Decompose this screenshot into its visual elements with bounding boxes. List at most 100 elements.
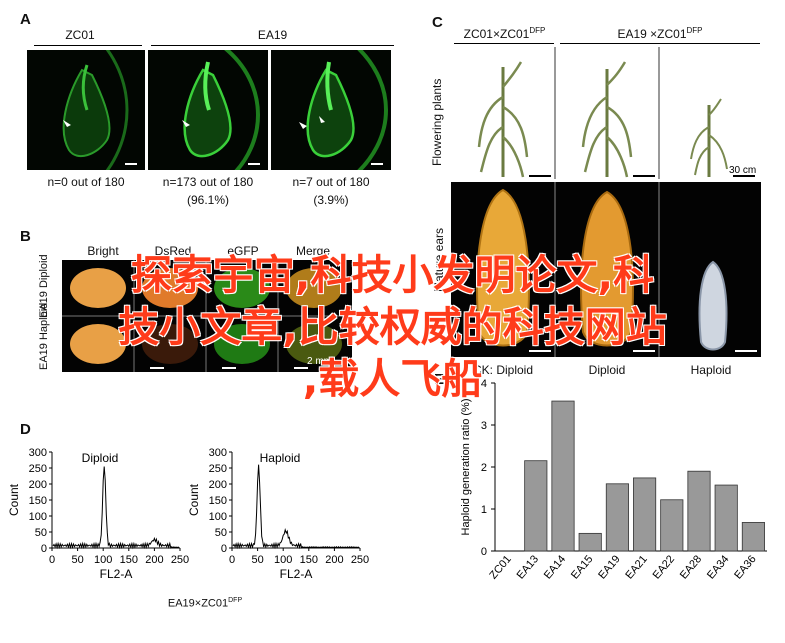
bar [605,483,629,552]
scale-label-b: 2 mm [307,356,332,367]
y-tick-label: 50 [35,527,47,539]
footer-label-d: EA19×ZC01DFP [140,597,270,610]
bar [741,522,765,552]
col-label-dsred: DsRed [154,244,192,258]
y-tick-label: 300 [29,447,47,459]
panel-label-d: D [20,421,31,438]
panel-label-a: A [20,11,31,28]
x-tick-label: EA34 [705,553,731,581]
y-tick-label: 250 [29,463,47,475]
seed-image-grid: 2 mm [62,260,352,372]
x-tick-label: 0 [229,554,235,566]
caption-c-diploid: Diploid [588,363,626,377]
scale-bar [150,367,164,369]
scale-bar [248,163,260,165]
scale-bar [294,367,308,369]
y-tick-label: 200 [29,479,47,491]
y-tick-label: 4 [481,378,487,390]
panel-label-b: B [20,228,31,245]
x-tick-label: EA21 [623,553,649,581]
group-label-zc01-dfp-sup: DFP [529,26,546,35]
x-tick-label: ZC01 [487,553,513,581]
group-label-ea19-dfp: EA19 ×ZC01DFP [560,26,760,41]
plant-photo-grid: 30 cm [451,47,761,179]
x-tick-label: 100 [94,554,112,566]
col-label-bright: Bright [87,244,119,258]
caption-ck-diploid: CK: Diploid [472,363,534,377]
x-tick-label: EA28 [678,553,704,581]
y-tick-label: 0 [481,546,487,558]
y-tick-label: 300 [209,447,227,459]
x-tick-label: 100 [274,554,292,566]
group-label-zc01: ZC01 [65,28,95,42]
x-tick-label: 250 [351,554,369,566]
flow-cytometry-plots: 0 50 100 150 200 250 300 0 50 100 150 200 250 Diploid… [7,447,369,581]
group-label-ea19-dfp-base: EA19 ×ZC01 [617,27,687,41]
micrograph-zc01 [27,50,145,170]
x-axis-label: FL2-A [100,567,133,581]
x-axis-label: FL2-A [280,567,313,581]
histogram-haploid: 0 50 100 150 200 250 300 0 50 100 150 200 250 Haploid… [187,447,369,581]
footer-label-d-base: EA19×ZC01 [167,597,229,610]
scale-bar [222,367,236,369]
y-tick-label: 1 [481,504,487,516]
scale-bar [371,163,383,165]
histogram-title: Diploid [82,451,119,465]
group-label-ea19-dfp-sup: DFP [686,26,703,35]
y-tick-label: 200 [209,479,227,491]
col-label-merge: Merge [295,244,330,258]
histogram-trace [232,464,360,550]
group-line-c-left [454,43,554,44]
x-tick-label: EA22 [651,553,677,581]
scale-bar [125,163,137,165]
y-tick-label: 3 [481,420,487,432]
overlay-text-line-1: 探索宇宙,科技小发明论文,科 [130,251,655,299]
y-tick-label: 100 [209,511,227,523]
micrograph-ea19-diploid [148,50,268,170]
y-tick-label: 250 [209,463,227,475]
x-tick-label: 150 [300,554,318,566]
histogram-diploid: 0 50 100 150 200 250 300 0 50 100 150 200 250 Diploid… [7,447,189,581]
bar [633,477,657,552]
col-label-egfp: eGFP [227,244,259,258]
caption-haploid-count: n=7 out of 180 [292,175,370,189]
x-tick-label: 0 [49,554,55,566]
histogram-title: Haploid [260,451,301,465]
x-tick-label: EA14 [542,553,568,581]
group-label-ea19: EA19 [257,28,288,42]
y-tick-label: 2 [481,462,487,474]
x-tick-label: EA13 [515,553,541,581]
row-label-flowering-plants: Flowering plants [430,78,444,166]
overlay-text-line-3: ,载人飞船 [302,355,483,403]
y-axis-label: Count [187,483,201,516]
group-label-zc01-dfp: ZC01×ZC01DFP [452,26,557,41]
ear-photo-grid [451,182,761,357]
scale-label-c: 30 cm [729,165,757,176]
caption-diploid-count: n=173 out of 180 [162,175,254,189]
y-axis-label: Haploid generation ratio (%) [460,399,472,536]
panel-label-e: E [434,371,445,388]
caption-zc01: n=0 out of 180 [47,175,125,189]
x-tick-label: 200 [325,554,343,566]
x-tick-label: 200 [145,554,163,566]
x-tick-label: 150 [120,554,138,566]
group-line-c-right [560,43,760,44]
bar [551,400,575,552]
caption-c-haploid: Haploid [690,363,732,377]
x-tick-label: 250 [171,554,189,566]
y-tick-label: 0 [41,543,47,555]
panel-label-c: C [432,14,443,31]
x-tick-label: EA36 [732,553,758,581]
overlay-text-line-2: 技小文章,比较权威的科技网站 [118,303,667,351]
caption-diploid-percent: (96.1%) [186,193,230,207]
bar [687,470,711,552]
footer-label-d-sup: DFP [228,597,243,604]
y-tick-label: 150 [209,495,227,507]
group-line-zc01 [34,45,142,46]
bar [578,532,602,552]
x-tick-label: EA15 [569,553,595,581]
caption-haploid-percent: (3.9%) [313,193,349,207]
x-tick-label: 50 [71,554,83,566]
y-tick-label: 0 [221,543,227,555]
